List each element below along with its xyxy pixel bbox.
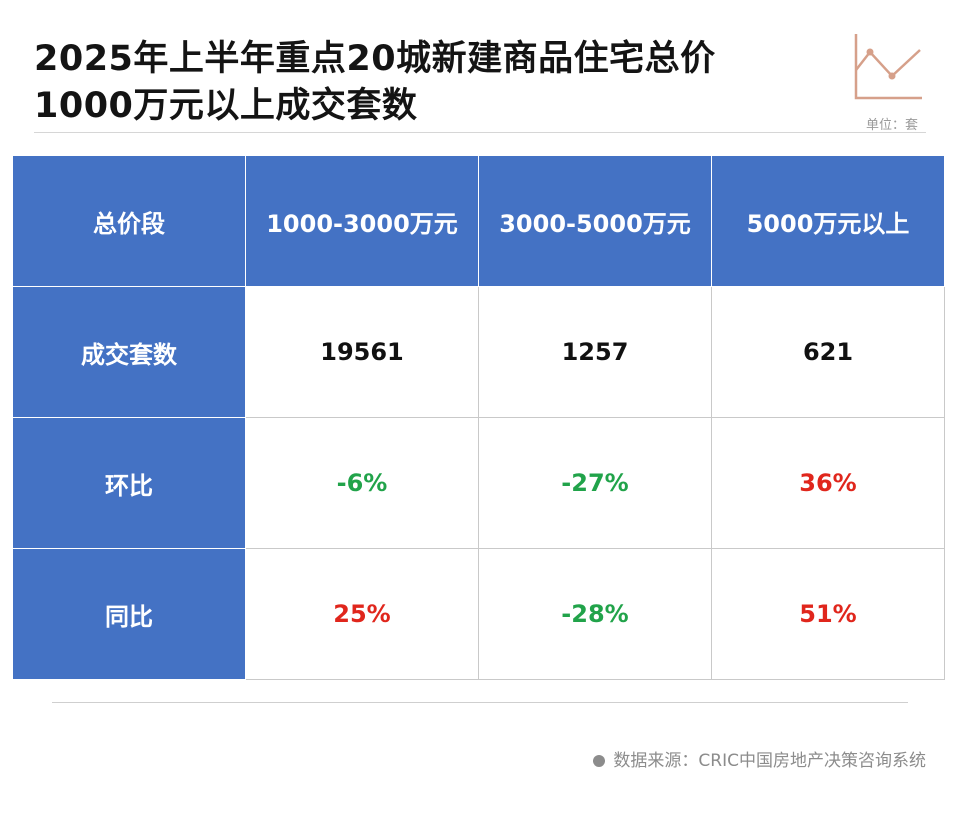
table-cell: -6% — [245, 417, 479, 549]
header-row: 总价段 1000-3000万元 3000-5000万元 5000万元以上 — [12, 155, 945, 287]
header-cell-5000-plus: 5000万元以上 — [711, 155, 945, 287]
source-text: 数据来源：CRIC中国房地产决策咨询系统 — [613, 751, 926, 771]
page-title: 2025年上半年重点20城新建商品住宅总价 1000万元以上成交套数 — [34, 36, 834, 130]
title-line-1: 2025年上半年重点20城新建商品住宅总价 — [34, 39, 716, 79]
unit-label: 单位：套 — [865, 118, 918, 133]
source-note: 数据来源：CRIC中国房地产决策咨询系统 — [593, 746, 926, 771]
row-label-transactions: 成交套数 — [12, 286, 246, 418]
header-cell-1000-3000: 1000-3000万元 — [245, 155, 479, 287]
table-cell: -28% — [478, 548, 712, 680]
header-cell-price-range: 总价段 — [12, 155, 246, 287]
data-table: 总价段 1000-3000万元 3000-5000万元 5000万元以上 成交套… — [12, 155, 945, 680]
table-row: 环比 -6% -27% 36% — [12, 417, 945, 549]
row-label-yoy: 同比 — [12, 548, 246, 680]
table-cell: 36% — [711, 417, 945, 549]
table-cell: 621 — [711, 286, 945, 418]
table-row: 同比 25% -28% 51% — [12, 548, 945, 680]
table-cell: 19561 — [245, 286, 479, 418]
line-chart-icon — [854, 34, 922, 100]
top-divider — [34, 132, 926, 133]
bullet-dot-icon — [593, 755, 606, 767]
table-cell: -27% — [478, 417, 712, 549]
row-label-mom: 环比 — [12, 417, 246, 549]
header-cell-3000-5000: 3000-5000万元 — [478, 155, 712, 287]
table-cell: 25% — [245, 548, 479, 680]
title-line-2: 1000万元以上成交套数 — [34, 86, 418, 126]
table-cell: 51% — [711, 548, 945, 680]
table-row: 成交套数 19561 1257 621 — [12, 286, 945, 418]
table-cell: 1257 — [478, 286, 712, 418]
bottom-divider — [52, 702, 908, 703]
